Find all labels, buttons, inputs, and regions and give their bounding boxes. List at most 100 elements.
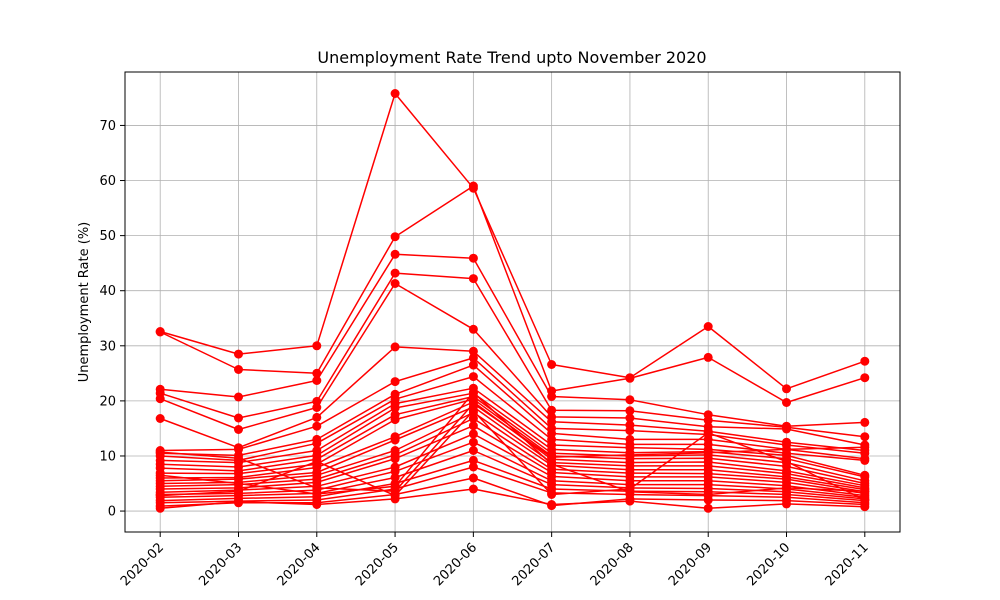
- series-line-12: [160, 395, 865, 482]
- data-point: [703, 428, 713, 438]
- series-group: [155, 89, 870, 513]
- data-point: [468, 455, 478, 465]
- series-line-4: [159, 272, 865, 438]
- data-point: [390, 481, 400, 491]
- data-point: [390, 435, 400, 445]
- x-axis: 2020-02 2020-03 2020-04 2020-05 2020-06 2020-…: [118, 532, 872, 589]
- data-point: [390, 268, 400, 278]
- data-point: [625, 496, 635, 506]
- x-tick-label: 2020-02: [118, 540, 167, 589]
- data-point: [860, 373, 870, 383]
- data-point: [468, 253, 478, 263]
- data-point: [625, 450, 635, 460]
- data-point: [703, 322, 713, 331]
- x-tick-label: 2020-07: [509, 540, 558, 589]
- data-point: [155, 470, 165, 480]
- series-line-17: [160, 417, 865, 493]
- series-line-11: [160, 392, 865, 478]
- data-point: [860, 442, 870, 452]
- data-point: [155, 503, 165, 513]
- series-line-28: [160, 410, 866, 501]
- x-tick-label: 2020-09: [666, 540, 715, 589]
- data-point: [234, 479, 243, 488]
- data-point: [860, 432, 870, 442]
- series-line-3: [160, 253, 865, 427]
- data-point: [782, 457, 791, 466]
- data-point: [468, 429, 478, 439]
- data-point: [312, 403, 322, 412]
- data-point: [468, 360, 478, 370]
- series-line-10: [160, 387, 865, 477]
- data-point: [312, 489, 322, 499]
- series-line-5: [159, 282, 865, 446]
- data-point: [782, 444, 791, 454]
- series-line-7: [160, 357, 865, 454]
- series-line-26: [160, 402, 865, 492]
- data-point: [547, 490, 557, 499]
- series-line-16: [160, 411, 865, 491]
- data-point: [860, 455, 870, 465]
- data-point: [625, 395, 635, 405]
- data-point: [468, 346, 478, 356]
- data-point: [782, 424, 791, 434]
- series-line-23: [160, 466, 865, 504]
- series-line-22: [160, 459, 865, 502]
- data-point: [703, 448, 713, 458]
- data-point: [468, 181, 478, 191]
- data-point: [547, 459, 557, 469]
- data-point: [547, 405, 557, 415]
- data-point: [468, 353, 478, 363]
- y-tick-label: 10: [99, 449, 116, 464]
- series-line-9: [160, 375, 865, 462]
- data-point: [703, 352, 713, 362]
- data-point: [390, 491, 400, 501]
- data-point: [390, 232, 400, 242]
- data-point: [468, 446, 478, 455]
- data-point: [468, 388, 478, 398]
- data-point: [155, 491, 165, 501]
- data-point: [390, 403, 400, 413]
- data-point: [312, 457, 322, 466]
- series-line-1: [159, 92, 866, 390]
- series-line-8: [160, 364, 865, 460]
- data-point: [390, 454, 400, 464]
- data-point: [468, 399, 478, 409]
- data-point: [390, 415, 400, 425]
- data-point: [312, 500, 322, 509]
- x-tick-label: 2020-06: [431, 540, 480, 589]
- data-point: [468, 274, 478, 284]
- data-point: [625, 484, 635, 494]
- data-point: [390, 342, 400, 352]
- data-point: [860, 417, 870, 427]
- data-point: [547, 417, 557, 427]
- data-point: [312, 376, 322, 385]
- data-point: [468, 372, 478, 382]
- series-line-27: [160, 391, 865, 496]
- y-tick-label: 30: [99, 339, 116, 354]
- data-point: [234, 486, 243, 496]
- data-point: [547, 360, 557, 369]
- data-point: [782, 499, 791, 509]
- data-point: [782, 384, 791, 394]
- data-point: [860, 486, 870, 496]
- y-tick-label: 70: [99, 119, 116, 134]
- data-point: [703, 490, 713, 499]
- data-point: [468, 406, 478, 416]
- data-point: [234, 453, 243, 463]
- data-point: [625, 406, 635, 416]
- data-point: [547, 500, 557, 509]
- data-point: [390, 279, 400, 288]
- series-line-20: [160, 441, 865, 499]
- data-point: [860, 502, 870, 512]
- data-point: [234, 413, 243, 423]
- data-point: [703, 503, 713, 513]
- x-tick-label: 2020-04: [275, 540, 324, 589]
- series-line-6: [159, 346, 865, 452]
- data-point: [782, 483, 791, 493]
- data-point: [860, 495, 870, 505]
- data-point: [547, 452, 557, 462]
- data-point: [468, 473, 478, 483]
- data-point: [782, 398, 791, 407]
- data-point: [234, 425, 243, 434]
- data-point: [468, 462, 478, 472]
